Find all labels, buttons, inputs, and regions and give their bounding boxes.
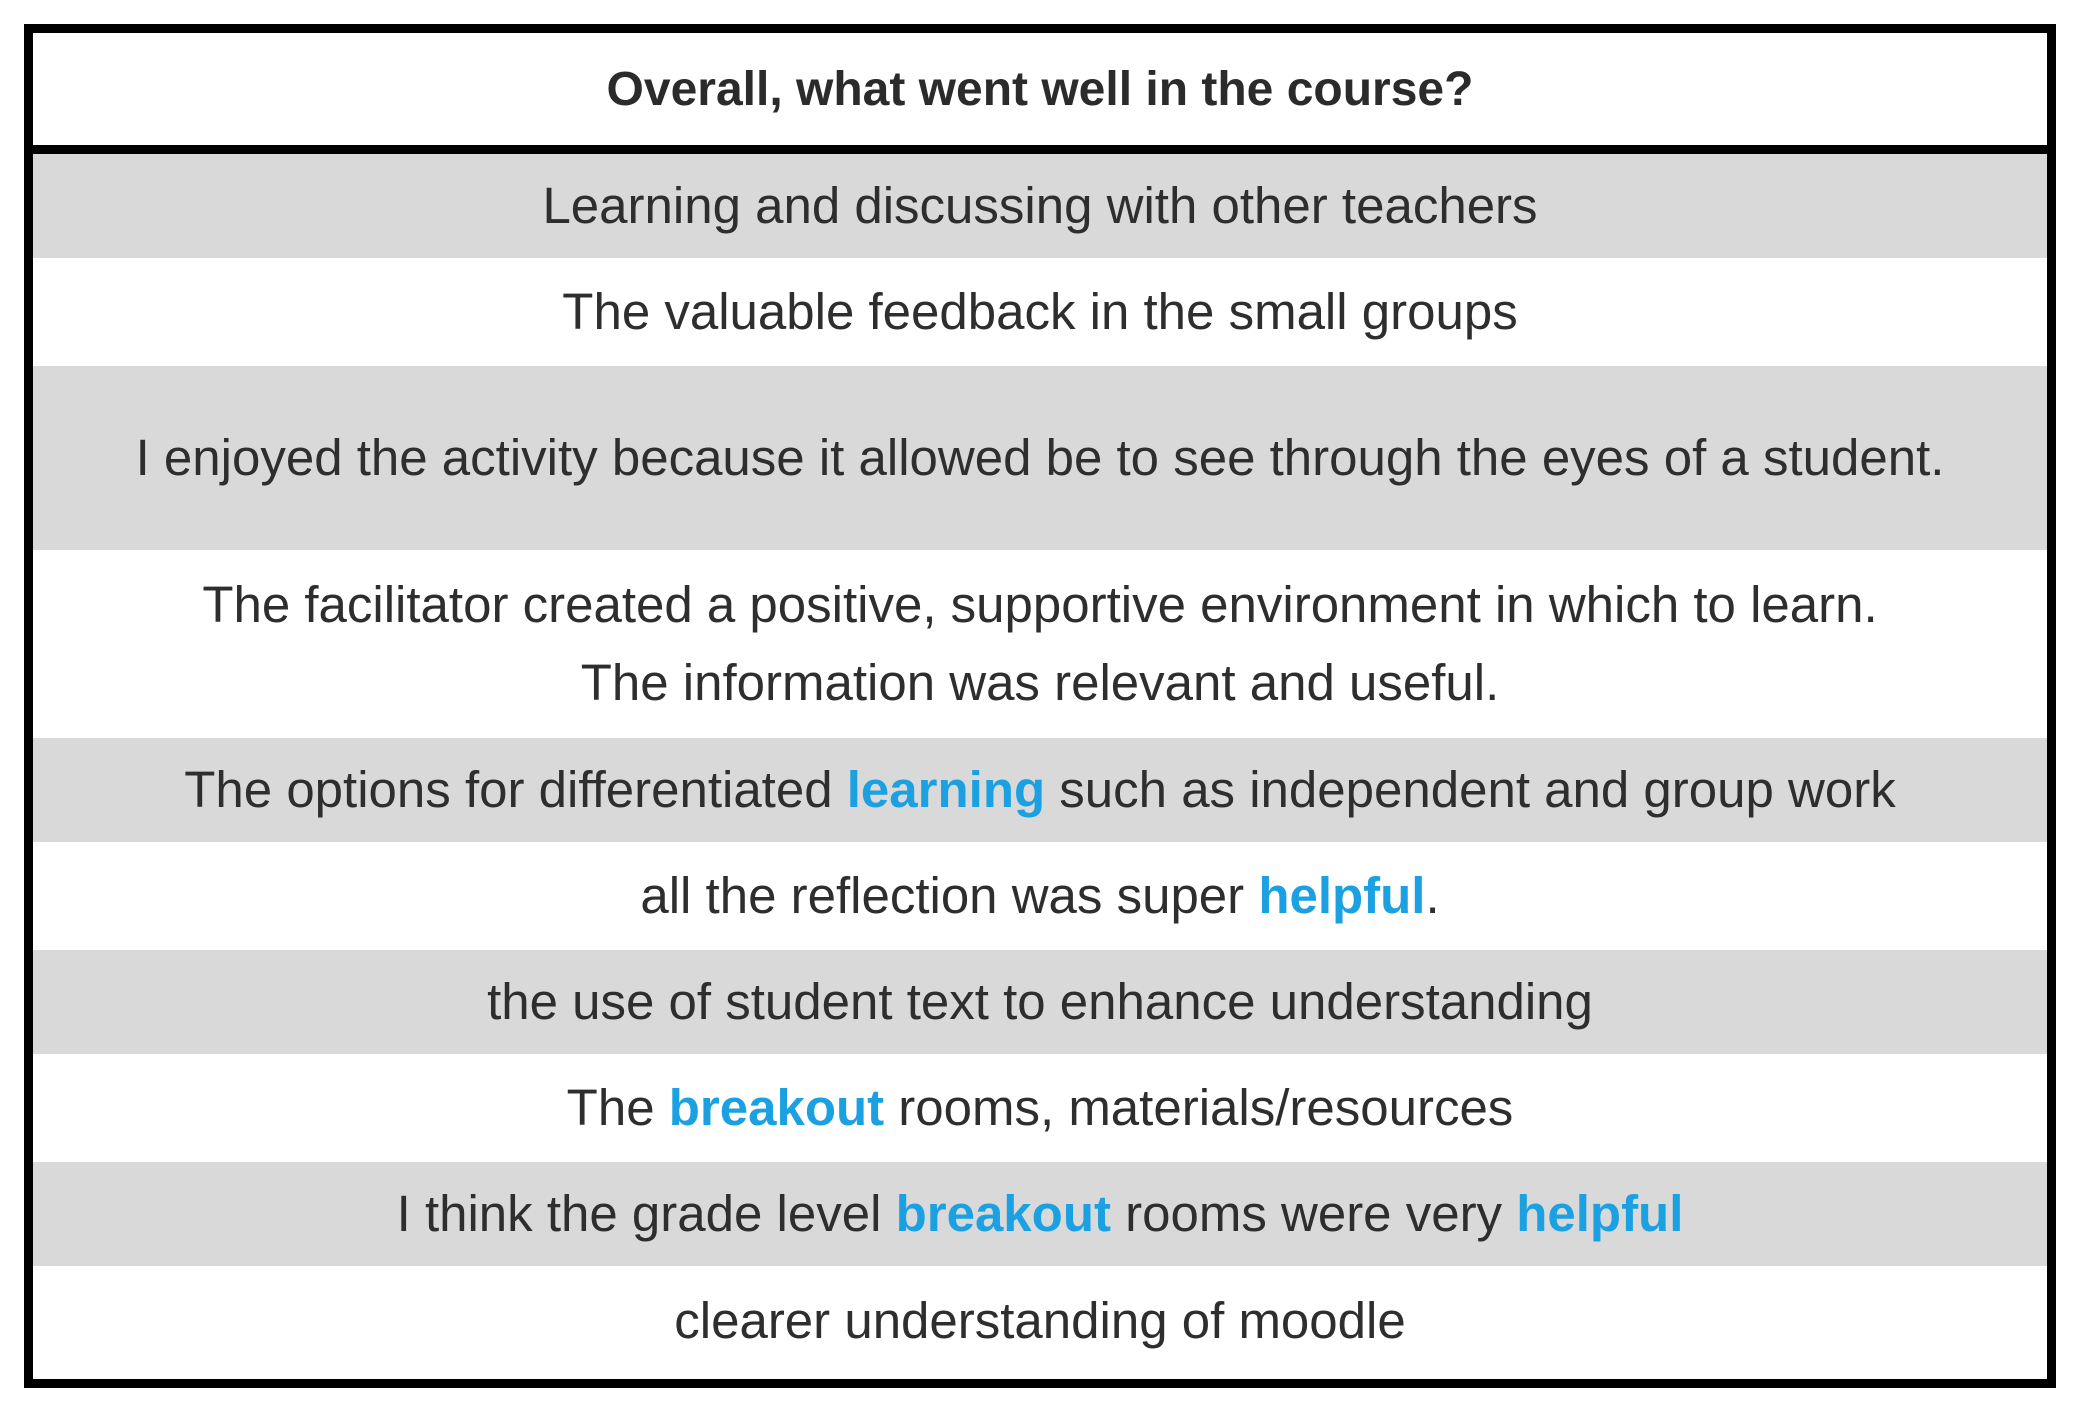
highlighted-keyword: breakout [668,1079,885,1136]
table-row: The valuable feedback in the small group… [33,260,2047,366]
highlighted-keyword: breakout [895,1185,1111,1242]
response-text: The breakout rooms, materials/resources [567,1069,1514,1147]
response-segment: The [566,1079,669,1136]
response-text: Learning and discussing with other teach… [542,177,1538,234]
response-text: The facilitator created a positive, supp… [202,566,1877,722]
response-line: The information was relevant and useful. [580,654,1500,711]
table-header: Overall, what went well in the course? [33,33,2047,154]
response-line: The facilitator created a positive, supp… [202,576,1878,633]
table-row: clearer understanding of moodle [33,1268,2047,1374]
table-title: Overall, what went well in the course? [606,62,1474,116]
survey-responses-table: Overall, what went well in the course? L… [24,24,2056,1388]
highlighted-keyword: helpful [1258,867,1426,924]
response-segment: such as independent and group work [1045,761,1896,818]
response-segment: all the reflection was super [640,867,1259,924]
response-text: I think the grade level breakout rooms w… [397,1175,1684,1253]
highlighted-keyword: learning [846,761,1046,818]
table-row: I think the grade level breakout rooms w… [33,1162,2047,1268]
response-segment: rooms were very [1110,1185,1517,1242]
table-row: I enjoyed the activity because it allowe… [33,366,2047,552]
response-text: the use of student text to enhance under… [487,973,1593,1030]
response-segment: I think the grade level [396,1185,896,1242]
response-segment: . [1425,867,1440,924]
highlighted-keyword: helpful [1516,1185,1684,1242]
table-row: the use of student text to enhance under… [33,950,2047,1056]
table-row: The options for differentiated learning … [33,738,2047,844]
table-row: The breakout rooms, materials/resources [33,1056,2047,1162]
table-row: all the reflection was super helpful. [33,844,2047,950]
response-text: all the reflection was super helpful. [640,857,1439,935]
table-row: Learning and discussing with other teach… [33,154,2047,260]
response-text: The options for differentiated learning … [184,751,1895,829]
response-text: I enjoyed the activity because it allowe… [135,429,1945,486]
response-text: The valuable feedback in the small group… [562,283,1518,340]
response-segment: rooms, materials/resources [884,1079,1514,1136]
response-segment: The options for differentiated [184,761,847,818]
table-row: The facilitator created a positive, supp… [33,552,2047,738]
response-text: clearer understanding of moodle [674,1292,1406,1349]
